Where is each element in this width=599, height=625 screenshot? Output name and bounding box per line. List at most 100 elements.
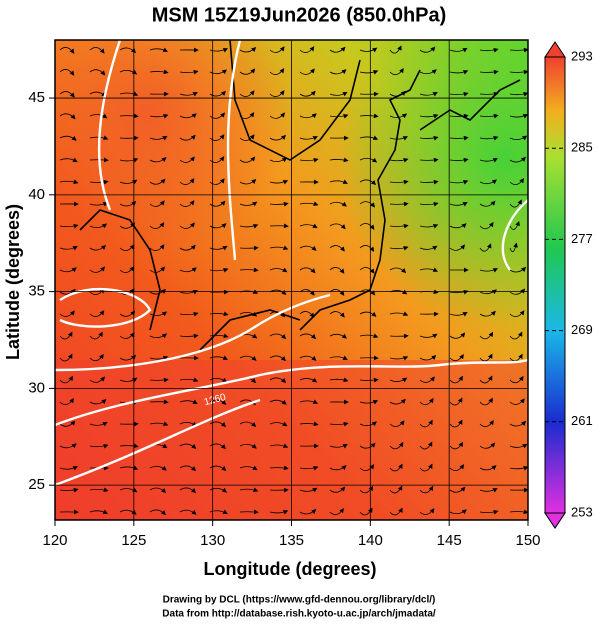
streamline	[479, 375, 493, 384]
streamline	[269, 333, 287, 340]
streamline	[479, 310, 496, 317]
colorbar-tick-label: 285	[571, 140, 593, 155]
streamline	[329, 507, 344, 516]
streamline	[419, 114, 439, 119]
streamline	[179, 311, 199, 317]
streamline	[479, 442, 496, 449]
streamline	[149, 421, 169, 426]
streamline	[299, 465, 319, 471]
streamline	[59, 246, 78, 251]
x-tick-label: 125	[121, 532, 146, 549]
streamline	[239, 90, 255, 97]
streamline	[119, 244, 135, 251]
streamline	[89, 509, 108, 514]
streamline	[179, 222, 195, 229]
streamline	[479, 113, 499, 119]
colorbar-end-low	[544, 512, 566, 529]
streamline	[419, 46, 436, 53]
streamline	[419, 224, 439, 229]
streamline	[419, 245, 438, 251]
x-tick-label: 120	[42, 532, 67, 549]
streamline	[149, 266, 165, 273]
streamline	[149, 465, 167, 471]
streamline	[269, 134, 286, 141]
streamline	[239, 46, 257, 53]
streamline	[179, 443, 197, 450]
streamline	[299, 68, 315, 75]
streamline	[449, 353, 464, 362]
streamline	[149, 356, 169, 361]
streamline	[359, 135, 379, 140]
streamline	[479, 397, 493, 406]
streamline	[89, 179, 109, 185]
y-tick-label: 35	[28, 283, 45, 300]
streamline	[479, 47, 499, 53]
streamline	[269, 487, 289, 493]
streamline	[479, 136, 499, 141]
streamline	[389, 136, 408, 141]
streamline	[299, 487, 318, 493]
streamline	[449, 397, 463, 406]
streamline	[209, 156, 225, 163]
streamline	[509, 242, 518, 253]
streamline	[449, 441, 463, 450]
streamline	[329, 223, 346, 230]
streamline	[329, 311, 345, 318]
streamline	[209, 245, 228, 251]
coastline	[79, 40, 521, 351]
streamline	[449, 113, 469, 119]
streamline	[299, 157, 319, 163]
streamline	[269, 465, 289, 471]
streamline	[419, 354, 437, 361]
x-tick-label: 130	[200, 532, 225, 549]
y-tick-label: 40	[28, 186, 45, 203]
streamline	[299, 311, 315, 318]
streamline	[149, 69, 169, 75]
streamline	[329, 333, 347, 339]
streamline	[509, 509, 528, 515]
streamline	[449, 375, 463, 384]
streamline	[209, 421, 226, 428]
streamline	[59, 353, 73, 362]
streamline	[119, 113, 139, 119]
streamline	[209, 487, 227, 493]
streamline	[299, 46, 315, 53]
streamline	[269, 223, 289, 229]
streamline	[389, 245, 409, 251]
streamline	[389, 157, 409, 163]
streamline	[239, 399, 256, 406]
streamline	[179, 113, 197, 119]
streamline	[209, 465, 227, 471]
streamline	[299, 377, 318, 383]
streamline	[419, 441, 433, 450]
streamline	[419, 157, 439, 163]
streamline	[389, 179, 409, 185]
streamline	[479, 221, 494, 230]
streamline	[209, 509, 228, 514]
streamline	[509, 69, 528, 75]
streamline	[479, 509, 499, 515]
streamline	[389, 377, 408, 383]
streamline	[149, 244, 165, 251]
streamline	[179, 290, 198, 295]
streamline	[359, 442, 376, 449]
streamline	[509, 199, 522, 208]
streamline	[269, 157, 288, 163]
streamline	[359, 333, 379, 338]
streamline	[449, 47, 468, 53]
streamline	[359, 245, 375, 252]
streamline	[269, 180, 289, 185]
streamline	[149, 222, 165, 229]
colorbar	[544, 56, 566, 514]
streamline	[149, 135, 168, 141]
streamline	[209, 48, 229, 53]
streamline	[509, 398, 525, 405]
streamline	[89, 202, 109, 207]
y-tick-label: 30	[28, 379, 45, 396]
streamline	[359, 267, 375, 274]
streamline	[59, 135, 77, 141]
streamline	[329, 421, 349, 427]
streamline	[59, 113, 76, 120]
x-tick-label: 140	[358, 532, 383, 549]
